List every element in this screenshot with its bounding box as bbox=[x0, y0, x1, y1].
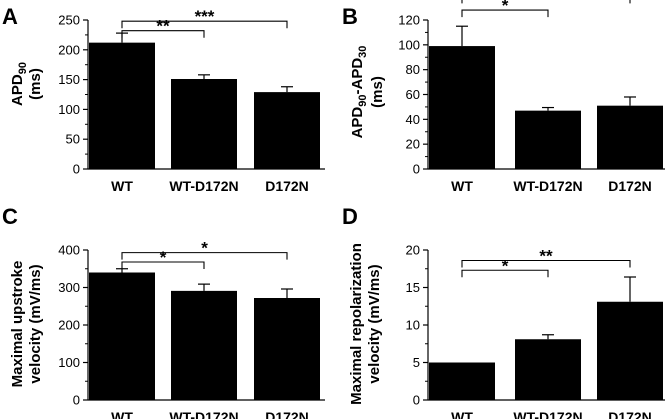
significance-label: ** bbox=[539, 0, 553, 1]
y-tick-label: 20 bbox=[406, 137, 420, 152]
x-tick-label: WT-D172N bbox=[513, 409, 582, 419]
bar-wt bbox=[89, 42, 155, 170]
bar-wt bbox=[429, 46, 495, 170]
significance-bracket bbox=[121, 261, 205, 269]
x-tick-label: WT-D172N bbox=[169, 178, 238, 194]
significance-bracket bbox=[461, 269, 549, 278]
y-tick-label: 40 bbox=[406, 112, 420, 127]
x-tick-label: WT bbox=[451, 178, 473, 194]
y-tick-label: 300 bbox=[58, 280, 80, 295]
y-tick-label: 400 bbox=[58, 243, 80, 258]
bar-d172n bbox=[597, 301, 663, 400]
y-tick-label: 15 bbox=[406, 280, 420, 295]
panel-label: A bbox=[2, 4, 18, 29]
y-tick-label: 20 bbox=[406, 243, 420, 258]
significance-bracket bbox=[121, 252, 288, 260]
y-tick-label: 0 bbox=[413, 162, 420, 177]
y-axis-units: (ms) bbox=[369, 76, 386, 108]
significance-bracket bbox=[461, 259, 631, 268]
y-tick-label: 5 bbox=[413, 355, 420, 370]
y-tick-label: 200 bbox=[58, 42, 80, 57]
bar-d172n bbox=[597, 105, 663, 169]
significance-label: *** bbox=[195, 7, 215, 26]
x-tick-label: WT bbox=[451, 409, 473, 419]
y-tick-label: 0 bbox=[73, 162, 80, 177]
panel-a: A APD90 (ms) 0 50 100 150 200 250 WT WT-D172N D1… bbox=[2, 4, 325, 194]
x-tick-label: WT bbox=[111, 409, 133, 419]
x-tick-label: D172N bbox=[265, 178, 309, 194]
y-tick-label: 100 bbox=[58, 355, 80, 370]
y-tick-label: 150 bbox=[58, 72, 80, 87]
y-axis-label: APD90-APD30 bbox=[349, 46, 369, 139]
significance-label: ** bbox=[156, 17, 170, 36]
y-tick-label: 250 bbox=[58, 13, 80, 28]
bar-wt bbox=[89, 272, 155, 400]
bar-wt-d172n bbox=[171, 290, 237, 400]
y-axis-label-line-1: Maximal repolarization bbox=[348, 243, 365, 405]
significance-bracket bbox=[121, 30, 205, 38]
y-axis-units: (ms) bbox=[27, 68, 44, 100]
significance-label: * bbox=[160, 248, 167, 267]
panel-b: B APD90-APD30 (ms) 0 20 40 60 80 100 120 WT WT-D… bbox=[342, 0, 665, 194]
panel-label: B bbox=[342, 4, 358, 29]
x-tick-label: D172N bbox=[608, 178, 652, 194]
bar-wt-d172n bbox=[171, 79, 237, 169]
significance-bracket bbox=[461, 9, 549, 18]
y-tick-label: 60 bbox=[406, 87, 420, 102]
y-tick-label: 120 bbox=[398, 13, 420, 28]
panel-c: C Maximal upstroke velocity (mV/ms) 0 100… bbox=[2, 204, 325, 419]
y-tick-label: 0 bbox=[73, 393, 80, 408]
panel-label: C bbox=[2, 204, 18, 229]
y-axis-label: APD90 bbox=[9, 62, 29, 106]
bar-d172n bbox=[254, 92, 320, 169]
significance-label: ** bbox=[539, 247, 553, 266]
y-tick-label: 50 bbox=[66, 132, 80, 147]
bar-wt-d172n bbox=[515, 339, 581, 400]
y-axis-label-line-2: velocity (mV/ms) bbox=[366, 264, 383, 383]
x-tick-label: WT bbox=[111, 178, 133, 194]
x-tick-label: D172N bbox=[608, 409, 652, 419]
significance-label: * bbox=[502, 256, 509, 275]
panel-label: D bbox=[342, 204, 358, 229]
y-tick-label: 0 bbox=[413, 393, 420, 408]
bar-d172n bbox=[254, 298, 320, 400]
x-tick-label: WT-D172N bbox=[513, 178, 582, 194]
significance-label: * bbox=[201, 239, 208, 258]
y-tick-label: 200 bbox=[58, 318, 80, 333]
significance-label: * bbox=[502, 0, 509, 15]
bar-wt bbox=[429, 362, 495, 400]
bar-wt-d172n bbox=[515, 110, 581, 169]
x-tick-label: WT-D172N bbox=[169, 409, 238, 419]
x-tick-label: D172N bbox=[265, 409, 309, 419]
y-axis-label-line-1: Maximal upstroke bbox=[9, 261, 26, 388]
panel-d: D Maximal repolarization velocity (mV/ms… bbox=[342, 204, 665, 419]
y-tick-label: 100 bbox=[398, 37, 420, 52]
y-tick-label: 100 bbox=[58, 102, 80, 117]
y-tick-label: 80 bbox=[406, 62, 420, 77]
y-axis-label-line-2: velocity (mV/ms) bbox=[27, 264, 44, 383]
y-tick-label: 10 bbox=[406, 318, 420, 333]
significance-bracket bbox=[121, 20, 288, 29]
